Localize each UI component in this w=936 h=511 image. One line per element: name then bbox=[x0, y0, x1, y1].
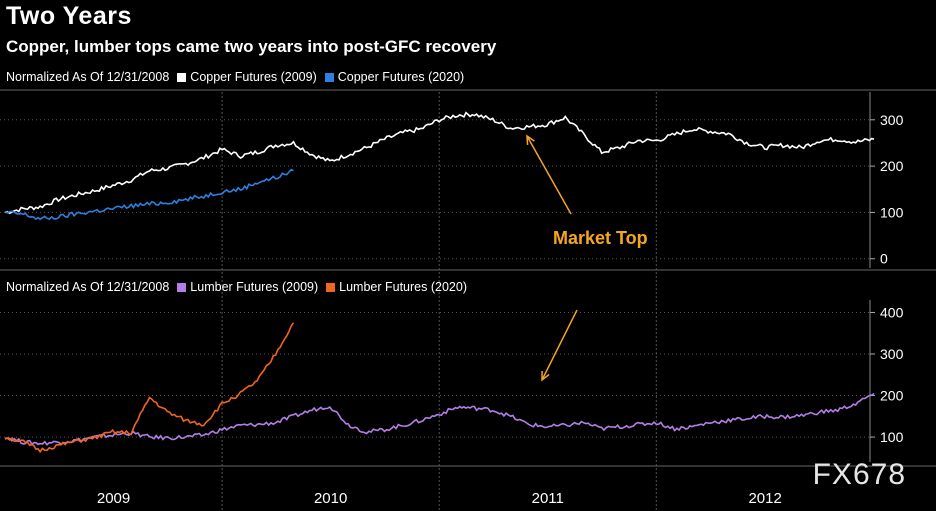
legend-swatch-lumber-2020 bbox=[326, 282, 336, 292]
y-tick-label: 0 bbox=[880, 251, 888, 267]
x-tick-label: 2009 bbox=[97, 490, 130, 507]
y-tick-label: 400 bbox=[880, 304, 904, 320]
y-tick-label: 200 bbox=[880, 158, 904, 174]
legend-label-copper-2020: Copper Futures (2020) bbox=[337, 70, 465, 84]
y-tick-label: 100 bbox=[880, 204, 904, 220]
y-tick-label: 300 bbox=[880, 112, 904, 128]
x-tick-label: 2010 bbox=[314, 490, 347, 507]
series-line-copper-futures-2020 bbox=[4, 168, 294, 221]
x-tick-label: 2011 bbox=[532, 490, 564, 507]
annotation-arrow-top bbox=[526, 135, 572, 215]
watermark: FX678 bbox=[812, 458, 906, 491]
annotation-arrow-top-head bbox=[526, 134, 535, 146]
legend-label-lumber-2009: Lumber Futures (2009) bbox=[190, 280, 319, 294]
legend-swatch-copper-2020 bbox=[324, 72, 334, 82]
legend-swatch-copper-2009 bbox=[177, 72, 187, 82]
series-line-lumber-futures-2020 bbox=[4, 322, 295, 454]
legend-label-copper-2009: Copper Futures (2009) bbox=[190, 70, 317, 84]
legend-swatch-lumber-2009 bbox=[177, 282, 187, 292]
chart-subtitle: Copper, lumber tops came two years into … bbox=[6, 37, 497, 56]
annotation-label: Market Top bbox=[553, 228, 648, 248]
legend-bottom-prefix: Normalized As Of 12/31/2008 bbox=[6, 280, 170, 294]
annotation-arrow-bottom-head bbox=[541, 370, 550, 382]
series-line-copper-futures-2009 bbox=[4, 111, 875, 215]
legend-label-lumber-2020: Lumber Futures (2020) bbox=[339, 280, 467, 294]
y-tick-label: 100 bbox=[880, 429, 904, 445]
annotation-arrow-bottom bbox=[541, 309, 578, 381]
y-tick-label: 200 bbox=[880, 388, 904, 404]
x-tick-label: 2012 bbox=[748, 490, 781, 507]
legend-top: Normalized As Of 12/31/2008 Copper Futur… bbox=[6, 70, 464, 84]
y-tick-label: 300 bbox=[880, 346, 904, 362]
series-line-lumber-futures-2009 bbox=[4, 392, 875, 446]
legend-bottom: Normalized As Of 12/31/2008 Lumber Futur… bbox=[6, 280, 467, 294]
chart-title: Two Years bbox=[6, 2, 132, 30]
legend-top-prefix: Normalized As Of 12/31/2008 bbox=[6, 70, 170, 84]
